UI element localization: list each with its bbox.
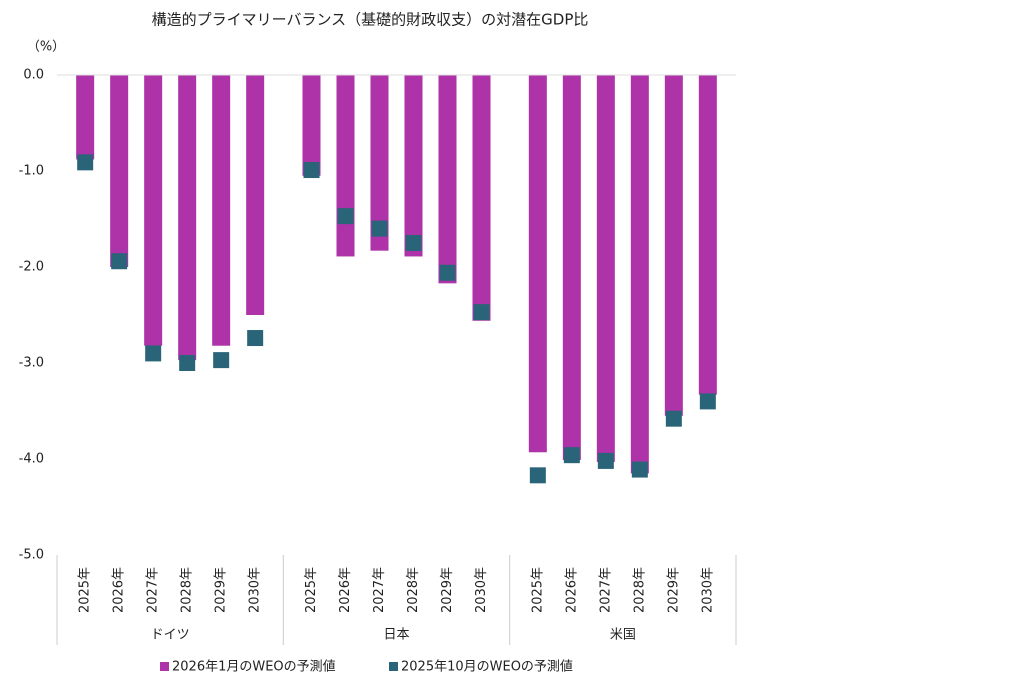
marker xyxy=(699,393,716,410)
marker xyxy=(337,208,354,225)
marker xyxy=(111,253,128,270)
bar xyxy=(76,75,95,160)
bar xyxy=(528,75,547,453)
group-label: ドイツ xyxy=(151,628,190,643)
bar xyxy=(302,75,321,176)
bar xyxy=(630,75,649,474)
y-tick-label: -2.0 xyxy=(19,260,44,275)
bar xyxy=(472,75,491,321)
legend-label: 2025年10月のWEOの予測値 xyxy=(401,659,573,675)
y-tick-label: -4.0 xyxy=(19,452,44,467)
marker xyxy=(247,330,264,347)
y-tick-label: -5.0 xyxy=(19,548,44,563)
marker xyxy=(439,264,456,281)
y-tick-label: -3.0 xyxy=(19,356,44,371)
legend-swatch xyxy=(160,662,169,671)
x-tick-label: 2026年 xyxy=(112,567,127,613)
bar xyxy=(698,75,717,395)
x-tick-label: 2030年 xyxy=(700,567,715,613)
bar xyxy=(246,75,265,315)
x-tick-label: 2025年 xyxy=(530,567,545,613)
x-tick-label: 2025年 xyxy=(78,567,93,613)
x-tick-label: 2026年 xyxy=(564,567,579,613)
marker xyxy=(597,452,614,469)
bar xyxy=(178,75,197,361)
bar xyxy=(212,75,231,346)
marker xyxy=(213,352,230,369)
marker xyxy=(665,410,682,427)
marker xyxy=(473,304,490,321)
x-tick-label: 2027年 xyxy=(146,567,161,613)
x-tick-label: 2029年 xyxy=(214,567,229,613)
marker xyxy=(145,345,162,362)
x-tick-label: 2026年 xyxy=(338,567,353,613)
bar xyxy=(664,75,683,416)
x-tick-label: 2027年 xyxy=(598,567,613,613)
bar xyxy=(438,75,457,284)
marker xyxy=(371,220,388,237)
bar xyxy=(110,75,129,267)
x-tick-label: 2030年 xyxy=(248,567,263,613)
x-tick-label: 2029年 xyxy=(440,567,455,613)
x-tick-label: 2030年 xyxy=(474,567,489,613)
x-tick-label: 2025年 xyxy=(304,567,319,613)
marker xyxy=(179,355,196,371)
x-tick-label: 2028年 xyxy=(180,567,195,613)
legend-swatch xyxy=(389,662,398,671)
marker xyxy=(563,447,580,464)
bar xyxy=(404,75,423,257)
bar xyxy=(562,75,581,460)
bar xyxy=(370,75,389,251)
marker xyxy=(77,154,94,171)
x-tick-label: 2028年 xyxy=(632,567,647,613)
marker xyxy=(631,461,648,478)
bar xyxy=(144,75,163,346)
chart-title: 構造的プライマリーバランス（基礎的財政収支）の対潜在GDP比 xyxy=(152,11,589,29)
x-tick-label: 2028年 xyxy=(406,567,421,613)
y-unit: （%） xyxy=(27,40,65,55)
bar xyxy=(596,75,615,462)
legend-label: 2026年1月のWEOの予測値 xyxy=(172,659,336,675)
marker xyxy=(405,235,422,251)
x-tick-label: 2029年 xyxy=(666,567,681,613)
y-tick-label: 0.0 xyxy=(23,68,44,83)
marker xyxy=(303,162,320,179)
marker xyxy=(529,467,546,484)
x-tick-label: 2027年 xyxy=(372,567,387,613)
bar xyxy=(336,75,355,257)
group-label: 米国 xyxy=(610,628,636,643)
group-label: 日本 xyxy=(383,628,409,643)
y-tick-label: -1.0 xyxy=(19,164,44,179)
